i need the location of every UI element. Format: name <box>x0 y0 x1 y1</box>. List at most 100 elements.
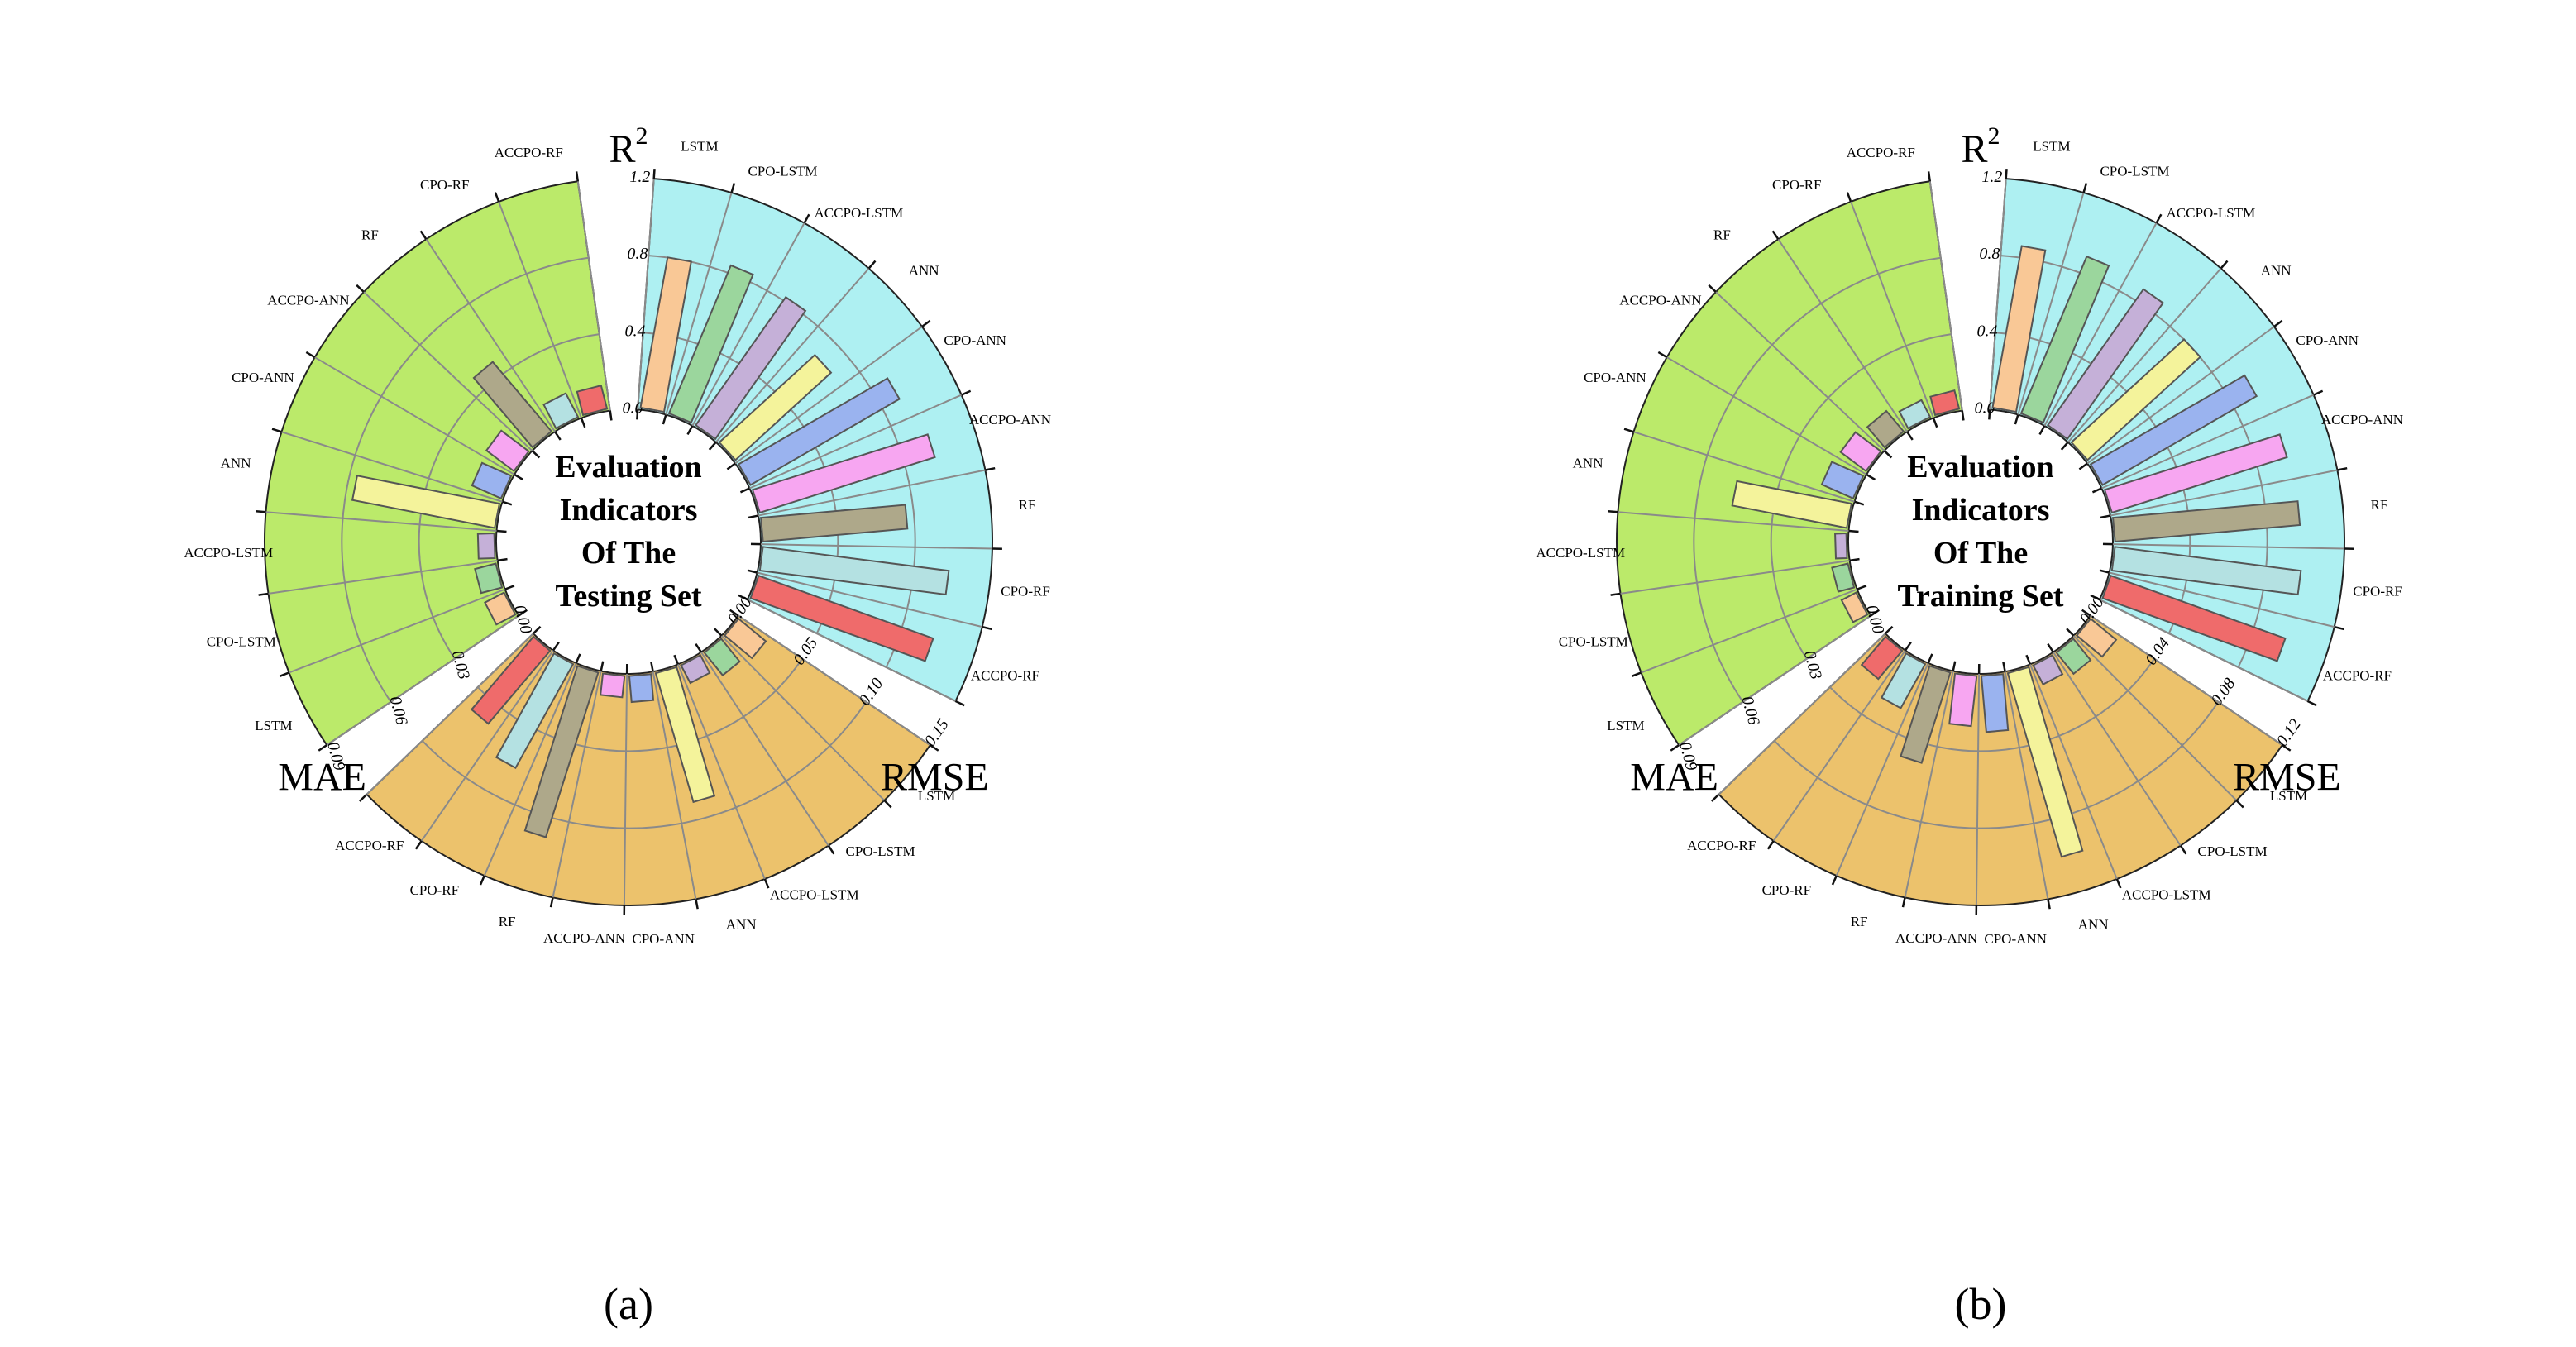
grid-spoke <box>1718 633 1886 795</box>
category-label: ACCPO-RF <box>335 838 404 853</box>
grid-spoke <box>1666 356 1867 475</box>
grid-spoke <box>1989 179 2007 410</box>
bar-mae-ann <box>1731 480 1853 529</box>
bar-r2-accpo-lstm <box>2046 288 2165 441</box>
center-label-line: Evaluation <box>555 450 701 485</box>
bar-r2-accpo-ann <box>2103 433 2288 514</box>
tick-mark <box>609 410 613 421</box>
tick-mark <box>686 425 694 436</box>
axis-tick-label: 0.8 <box>1979 245 2000 263</box>
tick-mark <box>2099 569 2110 574</box>
tick-mark <box>2025 654 2032 665</box>
grid-spoke <box>420 650 554 842</box>
bar-rmse-accpo-ann <box>1948 672 1978 728</box>
category-label: ANN <box>726 916 757 932</box>
center-label-line: Of The <box>1933 536 2028 571</box>
grid-spoke <box>326 614 519 746</box>
grid-spoke <box>758 469 986 517</box>
metric-title-superscript: 2 <box>1988 122 2000 150</box>
tick-mark <box>502 500 513 506</box>
tick-mark <box>726 462 736 470</box>
panel-a-label: (a) <box>604 1279 653 1329</box>
bar-r2-cpo-ann <box>2089 374 2258 486</box>
category-label: ANN <box>909 262 939 278</box>
sector-mae: 0.000.030.060.09LSTMCPO-LSTMACCPO-LSTMAN… <box>184 145 613 799</box>
tick-mark <box>650 662 654 672</box>
grid-spoke <box>2109 571 2335 628</box>
grid-spoke <box>498 201 582 418</box>
center-label-line: Of The <box>581 536 676 571</box>
grid-spoke <box>1928 181 1963 411</box>
tick-mark <box>318 744 327 752</box>
metric-title-mae: MAE <box>1630 755 1718 799</box>
tick-mark <box>1901 897 1906 908</box>
bar-mae-accpo-ann <box>1839 431 1882 473</box>
tick-mark <box>305 351 316 359</box>
grid-spoke <box>2086 326 2275 465</box>
category-label: LSTM <box>2270 788 2307 804</box>
category-label: LSTM <box>255 718 292 733</box>
grid-spoke <box>1975 673 1981 905</box>
bar-rmse-accpo-rf <box>1860 635 1904 681</box>
tick-mark <box>1883 450 1893 459</box>
grid-spoke <box>281 431 503 503</box>
center-label: Evaluation Indicators Of The Training Set <box>1898 450 2064 614</box>
center-label-line: Indicators <box>1912 493 2050 528</box>
tick-mark <box>518 609 528 617</box>
bar-rmse-ann <box>2006 666 2084 858</box>
grid-arc <box>1770 333 1952 660</box>
category-label: RF <box>2371 497 2388 513</box>
bar-mae-accpo-ann <box>485 429 530 473</box>
bar-mae-cpo-lstm <box>1831 562 1856 593</box>
axis-tick-label: 0.00 <box>510 603 535 636</box>
grid-spoke <box>1618 511 1849 532</box>
grid-spoke <box>720 635 886 801</box>
metric-title-r2: R2 <box>609 122 648 171</box>
grid-spoke <box>637 179 655 410</box>
center-label-line: Indicators <box>560 493 698 528</box>
category-label: ANN <box>2261 262 2292 278</box>
grid-spoke <box>677 663 766 880</box>
bar-rmse-accpo-rf <box>470 635 552 725</box>
tick-mark <box>2078 462 2088 470</box>
axis-tick-label: 0.8 <box>627 245 648 263</box>
tick-mark <box>730 183 736 193</box>
grid-spoke <box>757 571 982 628</box>
tick-mark <box>1885 625 1894 635</box>
bar-r2-rf <box>2111 500 2301 543</box>
tick-mark <box>985 466 996 471</box>
tick-mark <box>954 700 965 707</box>
category-label: ACCPO-LSTM <box>1536 545 1625 561</box>
grid-spoke <box>623 673 628 905</box>
tick-mark <box>652 169 656 179</box>
center-label-line: Testing Set <box>555 579 701 614</box>
tick-mark <box>1927 653 1933 664</box>
grid-arc <box>1829 658 2155 752</box>
axis-tick-label: 0.06 <box>385 695 410 728</box>
tick-mark <box>2002 662 2006 672</box>
bar-mae-accpo-lstm <box>1834 533 1848 560</box>
grid-spoke <box>1641 588 1858 674</box>
bar-rmse-lstm <box>723 617 767 660</box>
tick-mark <box>494 192 500 203</box>
category-label: CPO-LSTM <box>2100 163 2169 179</box>
category-label: RF <box>1851 914 1868 929</box>
metric-title-mae: MAE <box>278 755 366 799</box>
tick-mark <box>2100 514 2111 519</box>
category-label: CPO-RF <box>2353 584 2402 599</box>
grid-spoke <box>1715 291 1885 451</box>
tick-mark <box>1870 609 1881 617</box>
center-label-line: Training Set <box>1898 579 2064 614</box>
category-label: ACCPO-RF <box>1847 145 1915 160</box>
tick-mark <box>1657 351 1668 359</box>
grid-spoke <box>700 652 829 847</box>
grid-spoke <box>2043 222 2158 427</box>
tick-mark <box>2081 609 2091 617</box>
axis-tick-label: 1.2 <box>1981 168 2002 186</box>
bar-r2-accpo-rf <box>2101 574 2287 662</box>
category-label: ACCPO-RF <box>971 668 1039 684</box>
tick-mark <box>258 592 269 596</box>
tick-mark <box>2066 628 2075 637</box>
tick-mark <box>533 625 542 635</box>
tick-mark <box>714 628 723 637</box>
